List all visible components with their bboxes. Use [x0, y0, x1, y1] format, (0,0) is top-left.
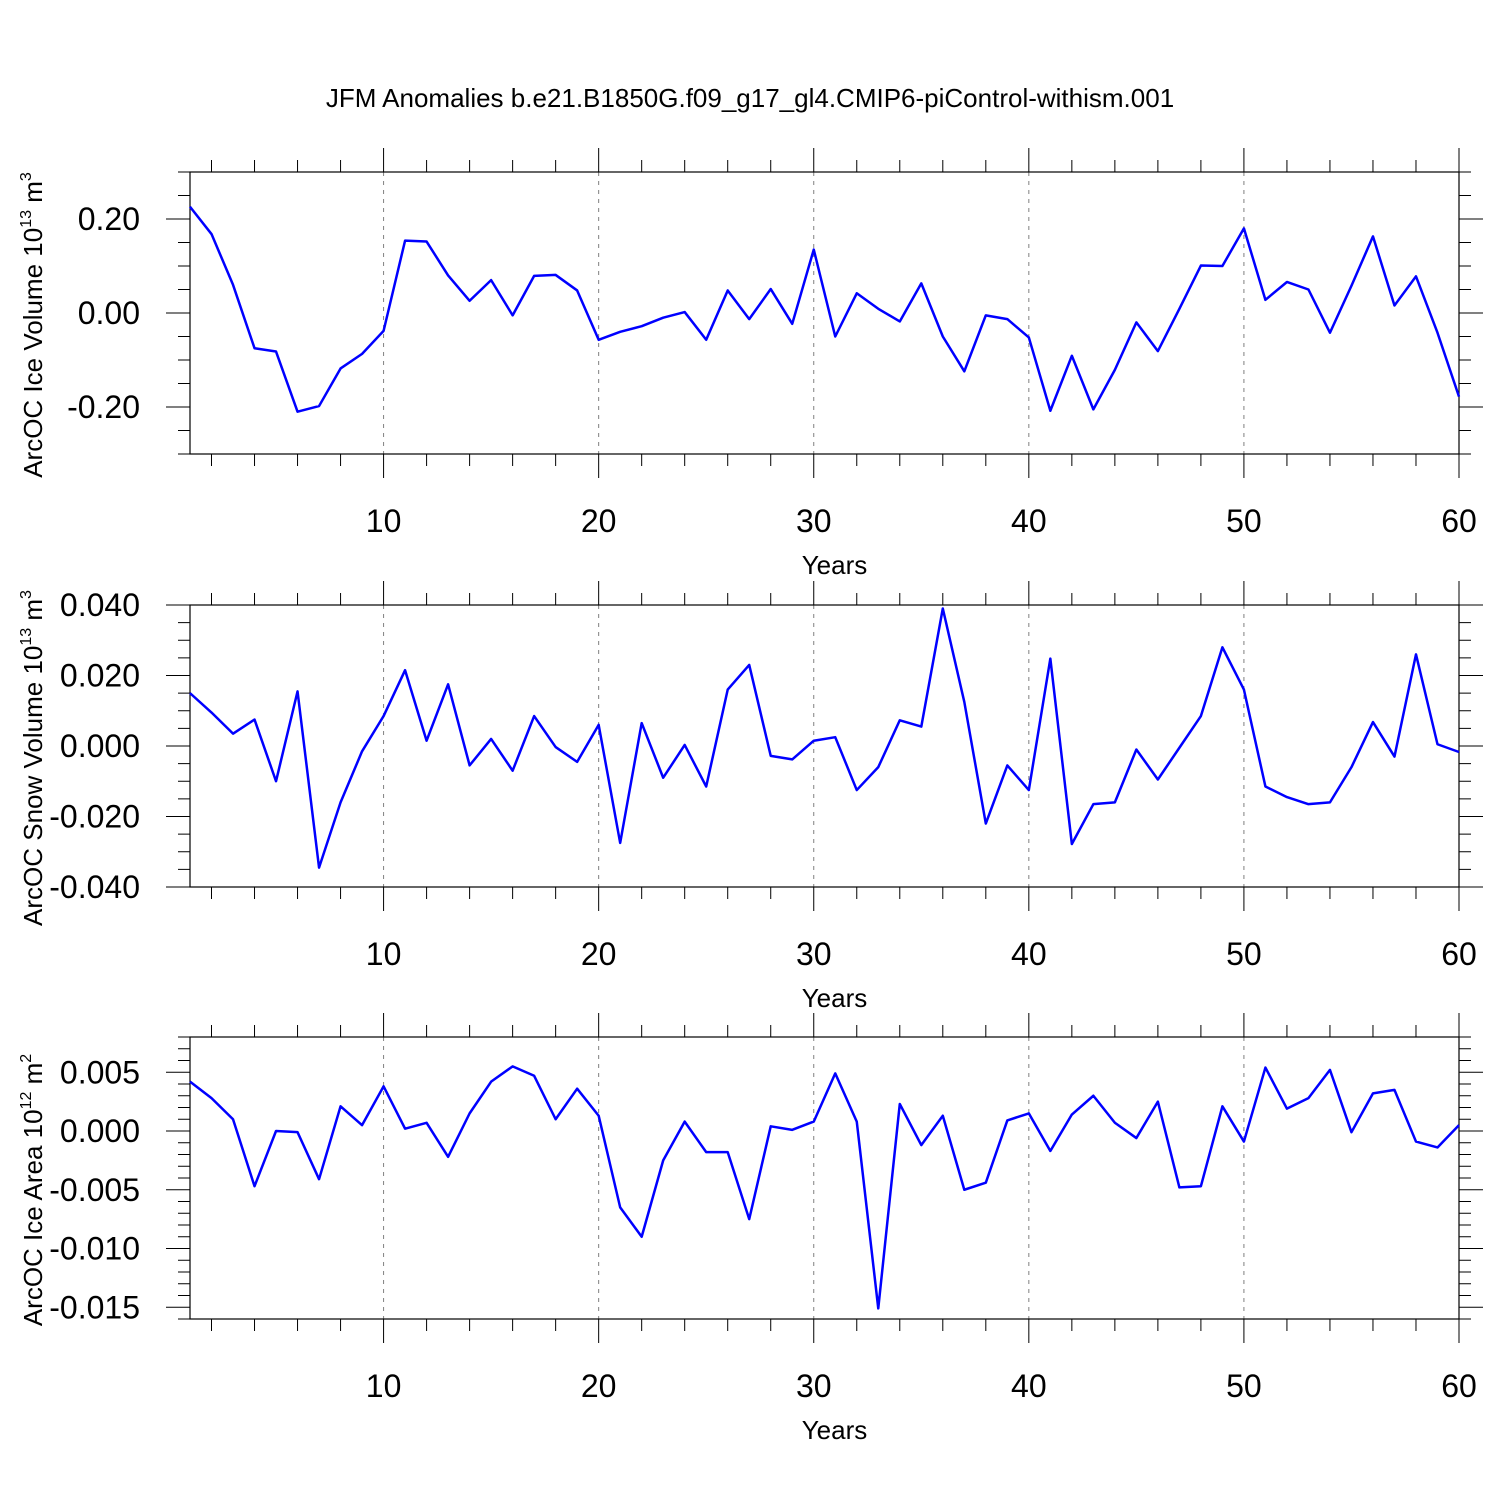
- x-tick-label: 50: [1226, 1368, 1262, 1404]
- series-line: [189, 1065, 1460, 1310]
- x-tick-label: 20: [581, 936, 617, 972]
- plot-frame: [189, 1036, 1460, 1320]
- y-tick-label: -0.005: [49, 1172, 140, 1208]
- x-tick-label: 10: [366, 936, 402, 972]
- y-tick-label: 0.005: [60, 1054, 140, 1090]
- x-tick-label: 50: [1226, 936, 1262, 972]
- x-tick-label: 30: [796, 503, 832, 539]
- x-tick-label: 10: [366, 503, 402, 539]
- y-axis-label: ArcOC Ice Volume 1013 m3: [18, 172, 48, 478]
- x-axis-label: Years: [802, 983, 868, 1013]
- x-tick-label: 30: [796, 1368, 832, 1404]
- x-tick-label: 50: [1226, 503, 1262, 539]
- plot-frame: [189, 604, 1460, 888]
- y-tick-label: 0.000: [60, 728, 140, 764]
- x-tick-label: 20: [581, 503, 617, 539]
- x-axis-label: Years: [802, 550, 868, 580]
- x-tick-label: 10: [366, 1368, 402, 1404]
- x-tick-label: 60: [1441, 936, 1477, 972]
- x-tick-label: 40: [1011, 503, 1047, 539]
- x-tick-label: 30: [796, 936, 832, 972]
- y-axis-label: ArcOC Snow Volume 1013 m3: [18, 590, 48, 926]
- x-axis-label: Years: [802, 1415, 868, 1445]
- y-tick-label: 0.040: [60, 587, 140, 623]
- chart-panels: -0.20 0.00 0.20 10 20 30 40 50 60 Years ArcOC Ice …: [18, 148, 1483, 1445]
- y-tick-label: -0.20: [67, 389, 140, 425]
- x-tick-label: 40: [1011, 1368, 1047, 1404]
- y-tick-label: 0.20: [78, 201, 140, 237]
- y-tick-label: -0.020: [49, 799, 140, 835]
- y-tick-label: 0.020: [60, 658, 140, 694]
- x-tick-label: 60: [1441, 503, 1477, 539]
- y-axis-label: ArcOC Ice Area 1012 m2: [18, 1054, 48, 1326]
- plot-frame: [189, 171, 1460, 455]
- y-tick-label: 0.00: [78, 295, 140, 331]
- x-tick-label: 20: [581, 1368, 617, 1404]
- y-tick-label: 0.000: [60, 1113, 140, 1149]
- chart-title: JFM Anomalies b.e21.B1850G.f09_g17_gl4.C…: [326, 83, 1174, 113]
- panel-2: -0.040 -0.020 0.000 0.020 0.040 10 20 30 40 50 60 Y…: [18, 581, 1483, 1013]
- x-tick-label: 60: [1441, 1368, 1477, 1404]
- panel-1: -0.20 0.00 0.20 10 20 30 40 50 60 Years ArcOC Ice …: [18, 148, 1483, 580]
- x-tick-label: 40: [1011, 936, 1047, 972]
- y-tick-label: -0.040: [49, 869, 140, 905]
- series-line: [189, 206, 1461, 413]
- panel-3: -0.015 -0.010 -0.005 0.000 0.005 10 20 30 40 50 60…: [18, 1013, 1483, 1445]
- y-tick-label: -0.010: [49, 1231, 140, 1267]
- y-tick-label: -0.015: [49, 1289, 140, 1325]
- series-line: [189, 607, 1460, 869]
